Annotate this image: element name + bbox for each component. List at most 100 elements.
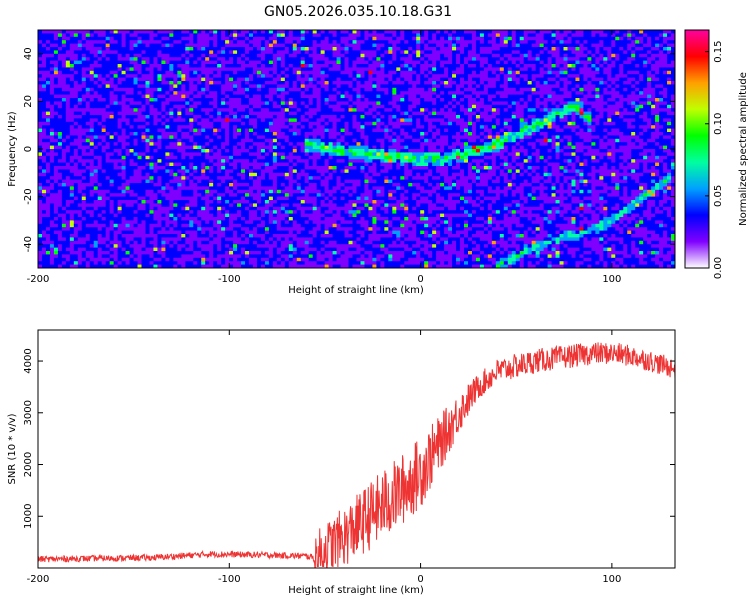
heatmap-cell [137,217,143,221]
heatmap-cell [113,108,119,113]
heatmap-cell [129,162,135,167]
heatmap-cell [276,53,282,58]
heatmap-cell [284,254,290,259]
heatmap-cell [272,196,278,201]
heatmap-cell [41,159,47,164]
heatmap-cell [125,186,131,191]
heatmap-cell [81,257,87,262]
heatmap-cell [161,138,166,143]
heatmap-cell [77,64,83,68]
heatmap-cell [89,183,95,187]
heatmap-cell [292,70,298,75]
heatmap-cell [260,40,266,45]
heatmap-cell [189,64,194,68]
heatmap-cell [101,230,107,235]
heatmap-cell [169,81,174,85]
heatmap-cell [77,108,83,113]
heatmap-cell [97,33,103,38]
heatmap-cell [193,125,198,130]
heatmap-cell [137,261,143,266]
heatmap-cell [153,223,159,228]
heatmap-cell [185,145,190,150]
heatmap-cell [213,223,218,228]
heatmap-cell [225,193,230,198]
heatmap-cell [276,125,282,130]
heatmap-cell [165,159,170,164]
heatmap-cell [272,210,278,215]
heatmap-cell [312,33,318,38]
heatmap-cell [153,200,159,204]
heatmap-cell [312,183,318,187]
heatmap-cell [189,111,194,116]
heatmap-cell [89,152,95,157]
heatmap-cell [165,261,170,266]
heatmap-cell [201,50,206,55]
heatmap-cell [249,47,254,51]
heatmap-cell [81,200,87,204]
heatmap-cell [185,240,190,245]
heatmap-cell [304,149,310,153]
heatmap-cell [85,227,91,232]
heatmap-cell [221,176,226,181]
heatmap-cell [225,244,230,249]
heatmap-cell [165,234,170,238]
heatmap-cell [292,57,298,62]
heatmap-cell [149,166,155,170]
heatmap-cell [57,115,63,119]
heatmap-cell [145,152,151,157]
heatmap-cell [197,220,202,225]
heatmap-cell [312,186,318,191]
heatmap-cell [141,138,147,143]
heatmap-cell [225,30,230,34]
heatmap-cell [38,179,43,184]
heatmap-cell [105,111,111,116]
heatmap-cell [185,183,190,187]
heatmap-cell [316,104,322,109]
heatmap-cell [85,64,91,68]
heatmap-cell [256,101,262,106]
heatmap-cell [97,166,103,170]
heatmap-cell [189,183,194,187]
heatmap-cell [252,84,258,89]
heatmap-cell [73,36,79,41]
heatmap-cell [121,53,127,58]
heatmap-cell [316,57,322,62]
heatmap-cell [221,186,226,191]
heatmap-cell [260,115,266,119]
heatmap-cell [221,33,226,38]
heatmap-cell [209,132,214,136]
heatmap-cell [101,142,107,147]
heatmap-cell [133,77,139,82]
heatmap-cell [165,91,170,96]
heatmap-cell [93,104,99,109]
heatmap-cell [77,152,83,157]
heatmap-cell [165,67,170,72]
heatmap-cell [169,94,174,99]
heatmap-cell [169,261,174,266]
heatmap-cell [145,36,151,41]
heatmap-cell [161,155,166,160]
heatmap-cell [57,132,63,136]
heatmap-cell [145,186,151,191]
heatmap-cell [229,213,234,218]
heatmap-cell [73,220,79,225]
heatmap-cell [61,77,67,82]
heatmap-cell [49,234,55,238]
heatmap-cell [93,227,99,232]
heatmap-cell [304,87,310,92]
heatmap-cell [109,159,115,164]
heatmap-cell [264,254,270,259]
heatmap-cell [157,145,163,150]
heatmap-cell [268,81,274,85]
heatmap-cell [153,247,159,252]
heatmap-cell [177,176,182,181]
heatmap-cell [61,118,67,123]
heatmap-cell [245,155,250,160]
heatmap-cell [89,213,95,218]
heatmap-cell [312,50,318,55]
heatmap-cell [320,60,326,65]
heatmap-cell [177,244,182,249]
heatmap-cell [145,149,151,153]
heatmap-cell [245,74,250,79]
heatmap-cell [260,159,266,164]
